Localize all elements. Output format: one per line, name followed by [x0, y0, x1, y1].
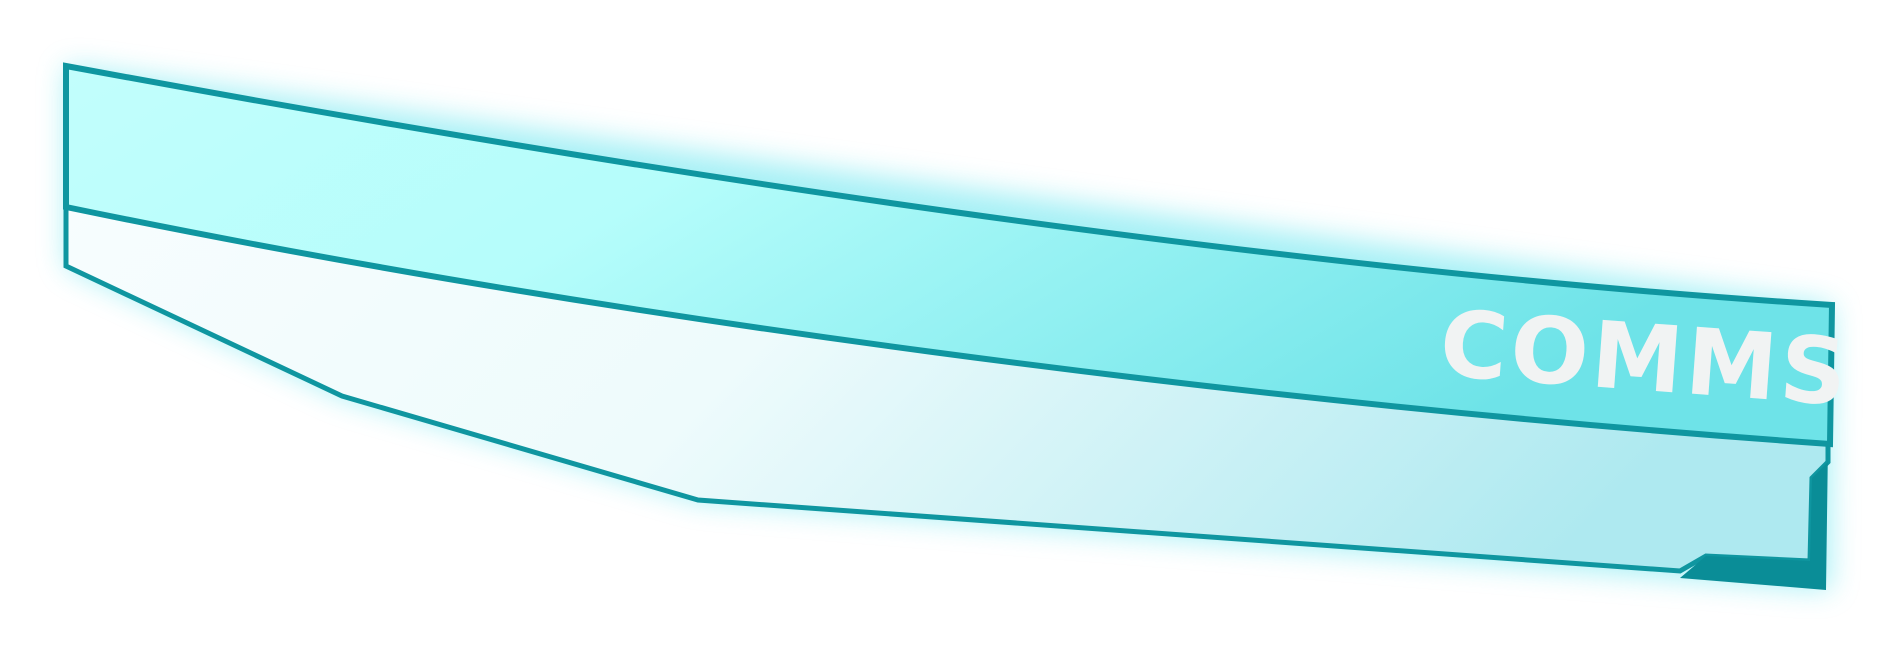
panel-header	[63, 62, 1836, 448]
panel-corner-accent	[1680, 444, 1828, 590]
